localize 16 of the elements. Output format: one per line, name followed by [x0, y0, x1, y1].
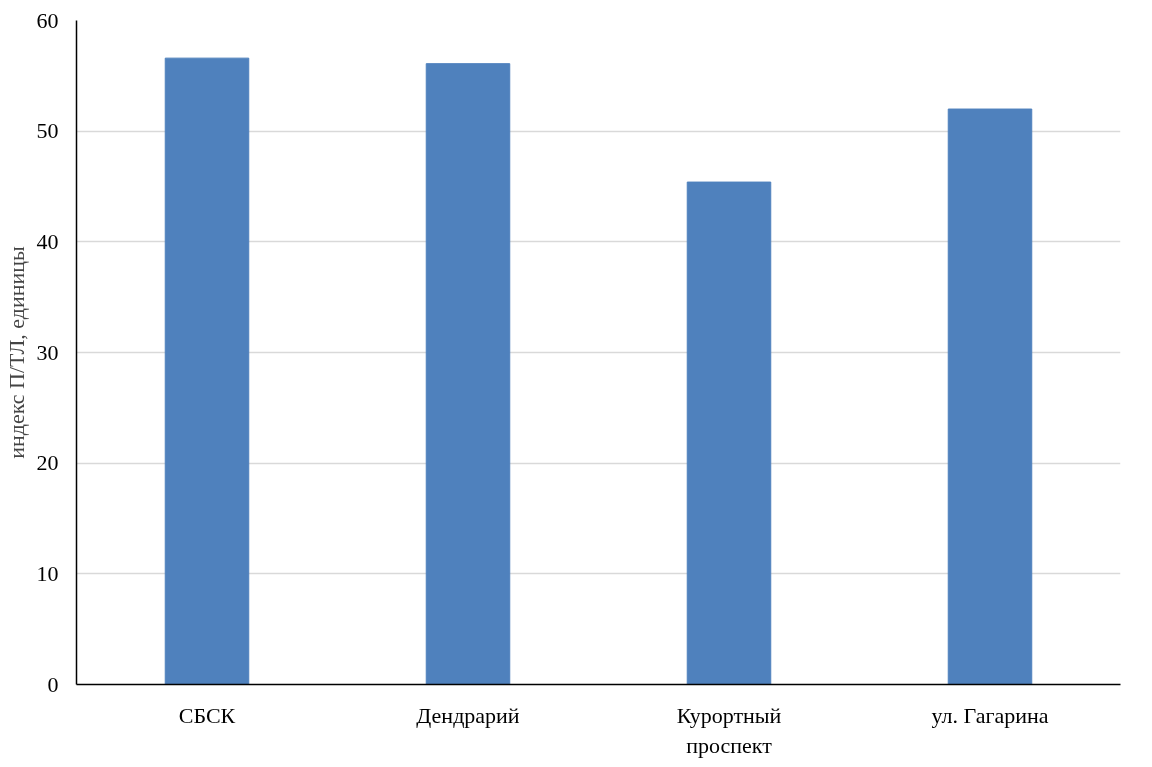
bar: [947, 108, 1033, 685]
bar: [425, 63, 511, 685]
y-tick-label: 10: [36, 560, 59, 586]
bar: [164, 57, 250, 685]
y-tick-label: 60: [36, 7, 59, 33]
y-tick-label: 40: [36, 228, 59, 254]
y-tick-label: 30: [36, 339, 59, 365]
y-axis-title: индекс П/ТЛ, единицы: [3, 245, 29, 459]
x-tick-label: ул. Гагарина: [931, 702, 1049, 728]
y-tick-label: 0: [47, 671, 59, 697]
x-tick-label: Дендрарий: [416, 702, 520, 728]
x-tick-label: СБСК: [178, 702, 236, 728]
y-tick-label: 20: [36, 450, 59, 476]
y-tick-label: 50: [36, 118, 59, 144]
x-tick-label: Курортный проспект: [676, 702, 782, 758]
bar: [686, 181, 772, 685]
